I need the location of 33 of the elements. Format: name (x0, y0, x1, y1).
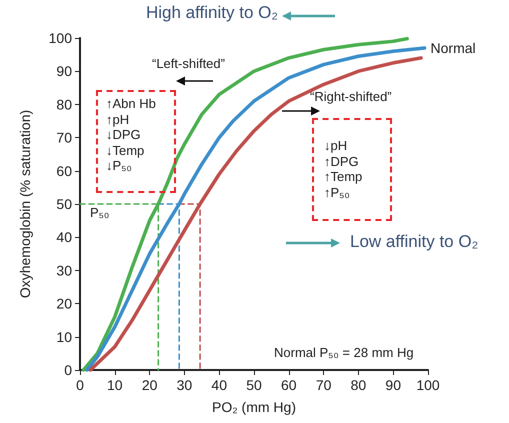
annotation: P₅₀ (90, 205, 110, 221)
y-tick-label: 30 (56, 262, 72, 278)
y-tick-label: 10 (56, 328, 72, 345)
annotation: Low affinity to O₂ (350, 232, 478, 252)
text: High affinity to O₂ (146, 3, 278, 24)
y-axis-title: Oxyhemoglobin (% saturation) (17, 110, 33, 298)
x-tick-label: 10 (107, 377, 123, 393)
x-tick-label: 20 (142, 377, 158, 393)
y-tick-label: 60 (56, 162, 72, 179)
x-tick-label: 0 (76, 377, 84, 393)
x-axis-title: PO₂ (mm Hg) (212, 399, 296, 415)
x-tick-label: 90 (385, 377, 402, 393)
annotation: ↓pH ↑DPG ↑Temp ↑P₅₀ (324, 138, 362, 200)
x-tick-label: 60 (281, 377, 297, 393)
x-tick-label: 100 (416, 377, 440, 393)
annotation: “Right-shifted” (310, 89, 392, 105)
x-tick-label: 80 (350, 377, 366, 393)
y-tick-label: 80 (56, 96, 72, 112)
annotation: ↑Abn Hb ↑pH ↓DPG ↓Temp ↓P₅₀ (106, 96, 156, 174)
x-tick-label: 30 (176, 377, 192, 393)
y-tick-label: 0 (64, 362, 72, 378)
y-tick-label: 100 (48, 30, 72, 46)
y-tick-label: 70 (56, 130, 72, 146)
annotation: Normal P₅₀ = 28 mm Hg (274, 345, 414, 361)
y-tick-label: 20 (56, 296, 72, 312)
series-label: Normal (430, 40, 476, 56)
y-tick-label: 40 (56, 229, 72, 246)
y-tick-label: 90 (56, 63, 72, 80)
annotation: “Left-shifted” (152, 56, 225, 72)
x-tick-label: 50 (246, 377, 262, 393)
y-tick-label: 50 (56, 196, 72, 212)
x-tick-label: 70 (316, 377, 332, 393)
x-tick-label: 40 (211, 377, 228, 393)
